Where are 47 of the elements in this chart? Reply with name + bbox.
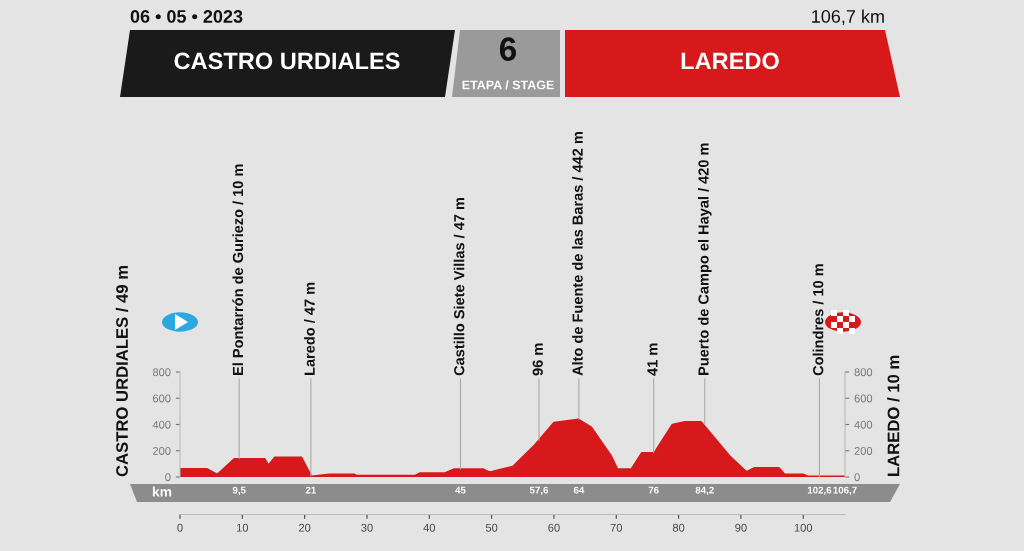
x2-tick-label: 9,5	[232, 486, 246, 495]
x2-tick-label: 45	[455, 486, 466, 494]
y-tick-label: 600	[153, 394, 171, 403]
y2-tick-label: 600	[854, 394, 873, 403]
x2-tick-label: 21	[305, 486, 317, 494]
y2-tick-label: 400	[854, 420, 873, 429]
x2-tick-label: 76	[648, 486, 659, 494]
annotation: Laredo / 47 m	[304, 282, 315, 375]
x-tick-label: 40	[423, 523, 436, 532]
annotation: Puerto de Campo el Hayal / 420 m	[697, 143, 712, 375]
x-tick-label: 70	[610, 523, 623, 532]
annotation: Colindres / 10 m	[812, 264, 824, 376]
x2-tick-label: 57,6	[529, 486, 549, 495]
x2-axis-title: km	[152, 486, 172, 497]
x2-tick-label: 84,2	[695, 486, 714, 495]
annotation: Castillo Siete Villas / 47 m	[453, 197, 465, 376]
chart-title: CASTRO URDIALES	[174, 52, 400, 70]
x2-tick-label: 102,6	[807, 486, 832, 495]
y2-tick-label: 200	[854, 447, 873, 455]
text: 06 • 05 • 2023	[130, 10, 243, 23]
x-tick-label: 80	[672, 523, 685, 532]
text: 106,7 km	[812, 9, 884, 25]
x-tick-label: 10	[236, 523, 249, 532]
y-tick-label: 800	[152, 368, 171, 377]
text: ETAPA / STAGE	[462, 80, 554, 90]
y-axis-title: CASTRO URDIALES / 49 m	[115, 265, 129, 477]
x-tick-label: 100	[794, 523, 813, 532]
x-tick-label: 30	[361, 523, 373, 532]
x2-tick-label: 106,7	[833, 486, 857, 495]
annotation: El Pontarrón de Guriezo / 10 m	[232, 164, 244, 375]
annotation: 41 m	[647, 343, 658, 376]
x-tick-label: 90	[735, 523, 747, 532]
chart-subtitle: LAREDO	[681, 52, 779, 70]
x-tick-label: 20	[299, 523, 311, 532]
y-tick-label: 400	[152, 420, 171, 429]
annotation: Alto de Fuente de las Baras / 442 m	[572, 132, 583, 376]
x-tick-label: 0	[177, 523, 183, 532]
y-tick-label: 0	[165, 473, 171, 482]
x-tick-label: 50	[485, 523, 498, 532]
y2-tick-label: 0	[854, 473, 860, 482]
y2-axis-title: LAREDO / 10 m	[887, 355, 900, 476]
x2-tick-label: 64	[573, 486, 585, 494]
annotation: 96 m	[532, 343, 543, 376]
y-tick-label: 200	[152, 447, 171, 455]
y2-tick-label: 800	[854, 368, 873, 377]
x-tick-label: 60	[548, 523, 560, 532]
text: 6	[499, 37, 517, 61]
